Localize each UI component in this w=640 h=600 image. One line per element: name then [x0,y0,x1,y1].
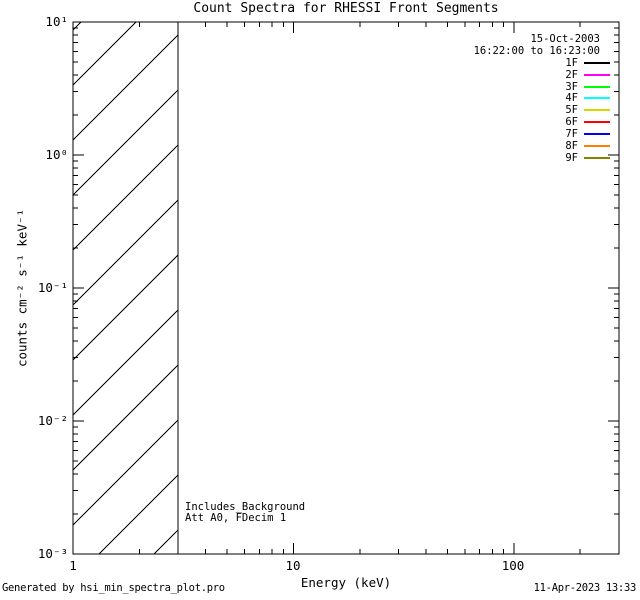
legend: 1F 2F 3F 4F 5F 6F 7F 8F [565,57,610,164]
y-axis-title: counts cm⁻² s⁻¹ keV⁻¹ [14,208,30,368]
legend-color-swatch [584,144,610,147]
annotation-attenuator-state: Att A0, FDecim 1 [185,512,287,524]
legend-label: 6F [565,116,578,129]
legend-row: 2F [565,69,610,81]
chart-title: Count Spectra for RHESSI Front Segments [193,1,499,16]
footer-generated-by: Generated by hsi_min_spectra_plot.pro [2,582,225,594]
y-tick-label: 10¹ [45,14,68,29]
legend-color-swatch [584,121,610,124]
legend-color-swatch [584,73,610,76]
footer-timestamp: 11-Apr-2023 13:33 [533,582,637,594]
legend-label: 5F [565,104,578,117]
annotation-includes-background: Includes_Background [185,501,306,513]
y-tick-label: 10⁻³ [37,546,68,561]
x-tick-label: 10 [285,558,301,573]
legend-color-swatch [584,85,610,88]
legend-color-swatch [584,97,610,100]
legend-row: 7F [565,128,610,140]
legend-row: 8F [565,140,610,152]
legend-time-range: 16:22:00 to 16:23:00 [473,45,600,57]
legend-color-swatch [584,132,610,135]
legend-label: 7F [565,127,578,140]
legend-color-swatch [584,156,610,159]
legend-date: 15-Oct-2003 [530,33,600,45]
x-tick-label: 100 [501,558,525,573]
legend-color-swatch [584,109,610,112]
legend-label: 3F [565,80,578,93]
legend-row: 5F [565,104,610,116]
hatch-region [73,22,179,554]
legend-row: 4F [565,92,610,105]
y-tick-label: 10⁻¹ [37,280,68,295]
legend-label: 9F [565,151,578,164]
x-tick-label: 1 [69,558,77,573]
legend-row: 3F [565,81,610,93]
legend-row: 6F [565,116,610,128]
legend-label: 2F [565,68,578,81]
x-axis-title: Energy (keV) [300,575,392,590]
legend-row: 9F [565,152,610,164]
legend-row: 1F [565,57,610,69]
y-tick-label: 10⁰ [45,147,68,162]
y-tick-label: 10⁻² [37,413,68,428]
legend-color-swatch [584,61,610,64]
legend-label: 8F [565,139,578,152]
legend-label: 4F [565,92,578,105]
legend-label: 1F [565,56,578,69]
